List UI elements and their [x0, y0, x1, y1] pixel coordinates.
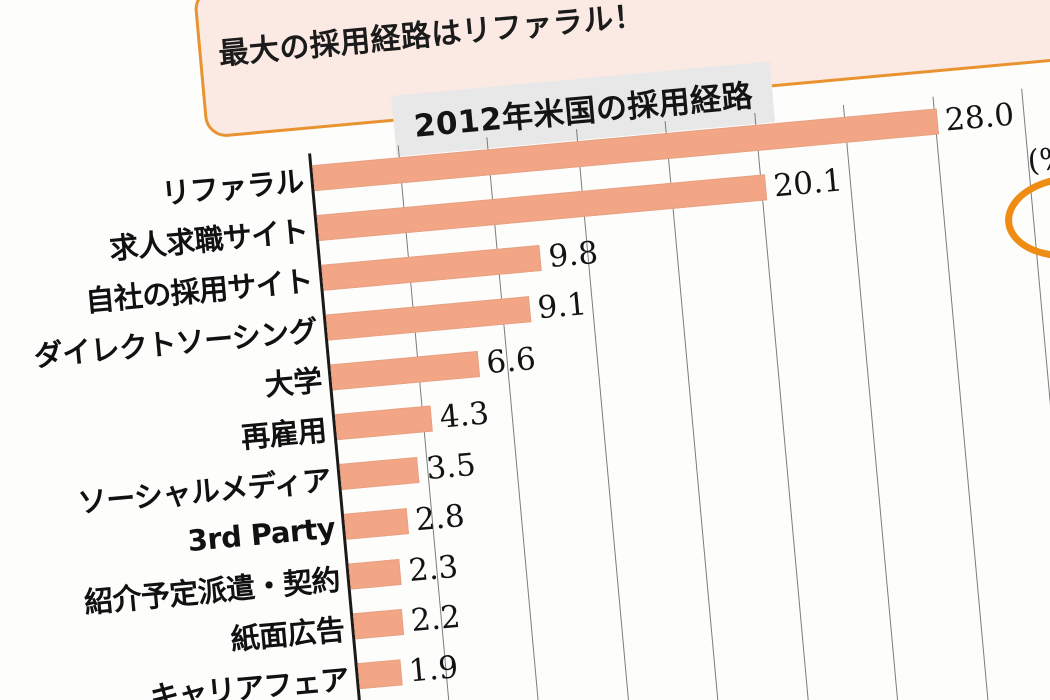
- bar-row: 3rd Party 2.8: [186, 498, 466, 558]
- gridline: [1021, 88, 1050, 700]
- bar-category-label: 紙面広告: [229, 612, 346, 657]
- bar-value-label: 6.6: [484, 340, 538, 382]
- bar-category-label: 3rd Party: [186, 510, 337, 559]
- bar-category-label: ソーシャルメディア: [76, 462, 333, 520]
- bar-category-label: 再雇用: [239, 413, 328, 455]
- bar: [334, 405, 433, 441]
- bar: [330, 351, 480, 391]
- bar-category-label: リファラル: [160, 164, 306, 211]
- bar: [325, 296, 531, 341]
- bar: [348, 558, 403, 590]
- bar: [357, 659, 403, 690]
- gridline: [932, 96, 992, 700]
- bar-value-label: 4.3: [438, 395, 491, 436]
- bar: [321, 245, 542, 291]
- unit-label: (%): [1026, 139, 1050, 180]
- bar-chart-plot: リファラル 28.0 求人求職サイト 20.1 自社の採用サイト 9.8 ダイレクトソーシン…: [32, 88, 1050, 700]
- bar-row: 紹介予定派遣・契約 2.3: [83, 549, 460, 620]
- bar-row: 紙面広告 2.2: [229, 599, 462, 657]
- bar: [339, 456, 420, 490]
- bar-value-label: 3.5: [424, 446, 478, 488]
- bar-category-label: 大学: [263, 363, 324, 403]
- bar-value-label: 20.1: [772, 162, 845, 205]
- bar-value-label: 1.9: [407, 649, 460, 690]
- bar-row: 自社の採用サイト 9.8: [84, 235, 599, 318]
- bar-row: 大学 6.6: [263, 341, 537, 402]
- gridline: [842, 104, 903, 700]
- bar-value-label: 9.1: [536, 286, 589, 327]
- bar-category-label: キャリアフェア: [148, 662, 351, 700]
- bar-row: ソーシャルメディア 3.5: [76, 447, 477, 520]
- bar-value-label: 2.8: [413, 497, 467, 539]
- bar-value-label: 28.0: [943, 96, 1016, 139]
- bar-row: 再雇用 4.3: [240, 395, 491, 454]
- bar-row: キャリアフェア 1.9: [149, 649, 460, 700]
- bar: [352, 608, 405, 640]
- bar-value-label: 2.3: [407, 548, 460, 590]
- bar-row: ダイレクトソーシング 9.1: [32, 286, 588, 373]
- bar: [343, 508, 409, 540]
- bar-value-label: 9.8: [547, 234, 600, 276]
- bar-value-label: 2.2: [409, 598, 462, 640]
- bar-category-label: 求人求職サイト: [107, 213, 310, 266]
